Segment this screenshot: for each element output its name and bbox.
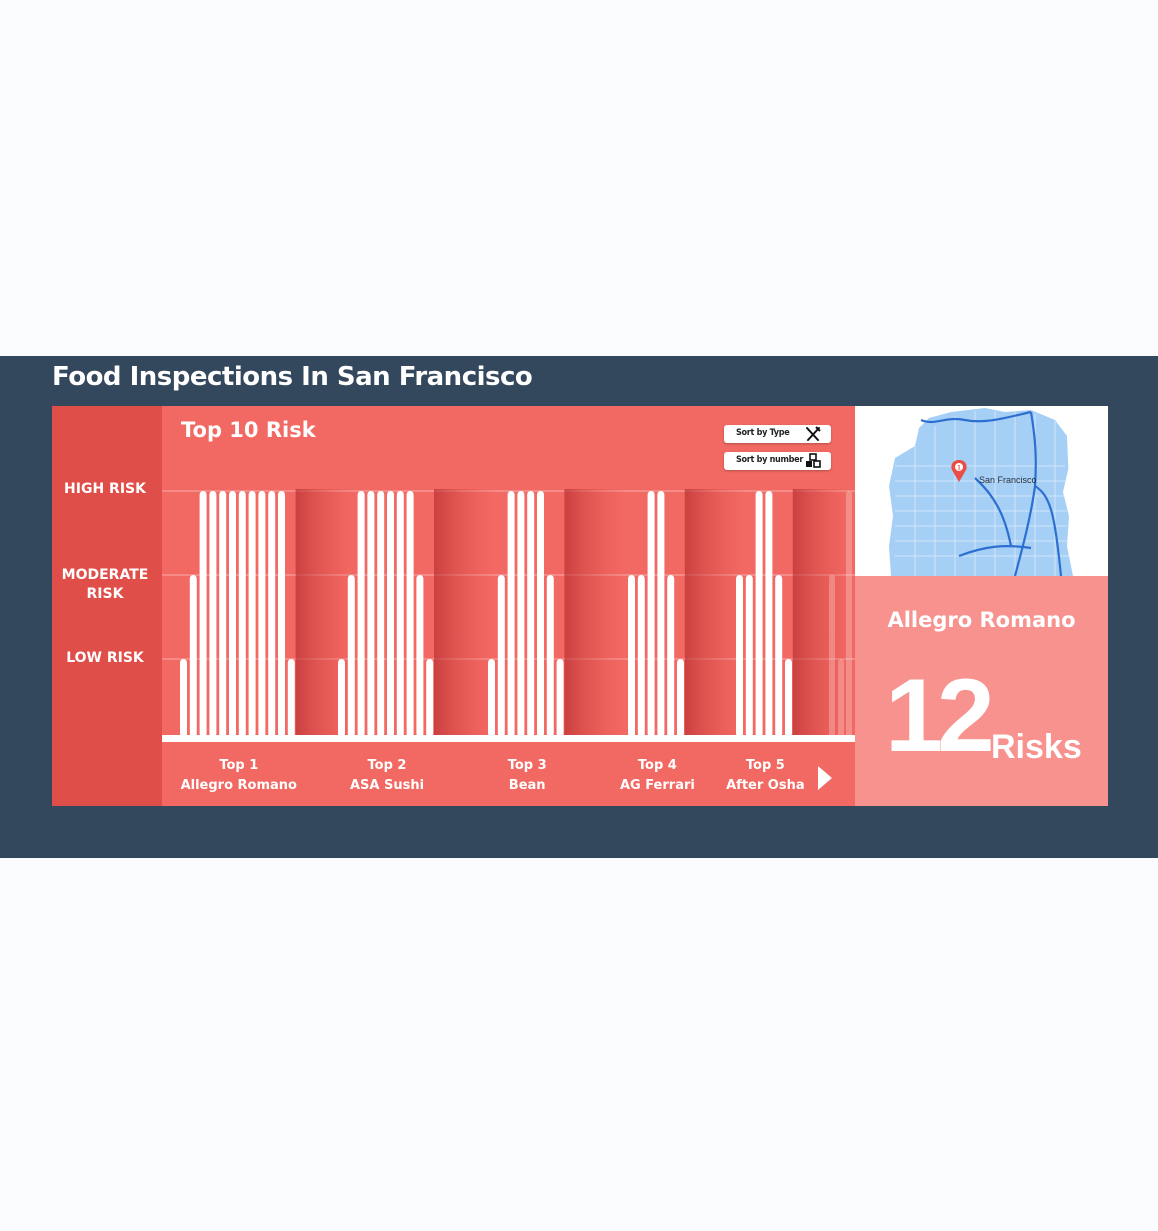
risk-bar[interactable]	[229, 491, 236, 737]
risk-bar[interactable]	[775, 575, 783, 737]
x-label-name: ASA Sushi	[349, 778, 425, 793]
risk-bar[interactable]	[287, 659, 295, 737]
risk-bar[interactable]	[248, 491, 256, 737]
risk-bar[interactable]	[416, 575, 424, 737]
axis-label-moderate: MODERATE RISK	[52, 566, 158, 604]
risk-bar[interactable]	[189, 575, 197, 737]
map-pin-icon[interactable]: 1	[951, 460, 967, 482]
risk-bar[interactable]	[517, 491, 525, 737]
x-label-rank: Top 3	[507, 758, 547, 773]
group-shadow	[792, 489, 855, 735]
x-label-rank: Top 1	[219, 758, 259, 773]
risk-bar[interactable]	[785, 659, 792, 737]
risk-bar[interactable]	[546, 575, 554, 737]
risk-bar[interactable]	[488, 659, 495, 737]
x-label-group[interactable]: Top 1 Allegro Romano	[164, 756, 314, 796]
map-pin-number: 1	[957, 466, 961, 472]
chart-baseline	[162, 735, 855, 742]
x-label-name: AG Ferrari	[619, 778, 695, 793]
risk-bar[interactable]	[258, 491, 266, 737]
x-label-group[interactable]: Top 5 After Osha	[690, 756, 840, 796]
x-label-rank: Top 5	[745, 758, 785, 773]
risk-bar[interactable]	[238, 491, 246, 737]
axis-label-moderate-line2: RISK	[86, 586, 124, 602]
axis-label-low: LOW RISK	[66, 650, 144, 666]
x-label-group[interactable]: Top 4 AG Ferrari	[582, 756, 732, 796]
map-city-label: San Francisco	[979, 475, 1037, 485]
sort-by-type-button[interactable]: Sort by Type	[724, 425, 831, 443]
group-shadow	[564, 489, 627, 735]
detail-restaurant-name: Allegro Romano	[887, 608, 1076, 632]
x-label-group[interactable]: Top 2 ASA Sushi	[312, 756, 462, 796]
risk-bar[interactable]	[677, 659, 684, 737]
x-label-group[interactable]: Top 3 Bean	[452, 756, 602, 796]
x-label-name: Bean	[508, 778, 546, 793]
risk-bar[interactable]	[377, 491, 385, 737]
risk-bar[interactable]	[367, 491, 375, 737]
risk-bar[interactable]	[755, 491, 763, 737]
preview-bar	[846, 491, 852, 737]
sort-by-number-button[interactable]: Sort by number	[724, 452, 831, 470]
risk-bar[interactable]	[647, 491, 655, 737]
preview-bar	[829, 575, 835, 737]
risk-bar[interactable]	[199, 491, 207, 737]
sort-by-type-label: Sort by Type	[736, 428, 790, 438]
risk-bar[interactable]	[278, 491, 285, 737]
axis-label-moderate-line1: MODERATE	[61, 567, 149, 583]
risk-bar[interactable]	[426, 659, 434, 737]
risk-bar[interactable]	[628, 575, 635, 737]
play-right-icon[interactable]	[814, 762, 836, 794]
risk-bar[interactable]	[556, 659, 564, 737]
risk-bar[interactable]	[387, 491, 394, 737]
x-label-name: After Osha	[726, 778, 805, 793]
risk-bar[interactable]	[406, 491, 414, 737]
risk-bar[interactable]	[338, 659, 345, 737]
map-bay-edge	[1067, 406, 1108, 576]
chart-title: Top 10 Risk	[181, 418, 316, 442]
risk-bar[interactable]	[219, 491, 227, 737]
risk-bar[interactable]	[497, 575, 505, 737]
detail-risk-unit: Risks	[991, 728, 1082, 766]
risk-bar[interactable]	[745, 575, 753, 737]
blocks-icon	[806, 453, 821, 468]
risk-bar[interactable]	[667, 575, 675, 737]
page-title: Food Inspections In San Francisco	[52, 362, 533, 392]
map-streets	[895, 411, 1069, 576]
risk-chart	[162, 489, 855, 742]
risk-bar[interactable]	[765, 491, 773, 737]
sort-by-number-label: Sort by number	[736, 455, 804, 465]
map-highways	[920, 410, 1063, 576]
risk-bar[interactable]	[507, 491, 515, 737]
risk-bar[interactable]	[637, 575, 645, 737]
dashboard-panel: HIGH RISK MODERATE RISK LOW RISK Top 10 …	[52, 406, 1108, 806]
risk-bar[interactable]	[736, 575, 743, 737]
risk-bar[interactable]	[209, 491, 217, 737]
x-label-rank: Top 2	[367, 758, 407, 773]
risk-bar[interactable]	[396, 491, 404, 737]
fork-knife-icon	[806, 426, 821, 441]
x-label-rank: Top 4	[637, 758, 677, 773]
location-map[interactable]: 1 San Francisco	[855, 406, 1108, 576]
axis-label-high: HIGH RISK	[64, 481, 146, 497]
risk-bar[interactable]	[657, 491, 665, 737]
risk-axis: HIGH RISK MODERATE RISK LOW RISK	[52, 406, 162, 806]
risk-bar[interactable]	[357, 491, 365, 737]
detail-card: Allegro Romano 12 Risks	[855, 576, 1108, 806]
risk-bar[interactable]	[180, 659, 187, 737]
group-shadow	[434, 489, 496, 735]
risk-bar[interactable]	[268, 491, 276, 737]
risk-bar[interactable]	[527, 491, 535, 737]
group-shadow	[295, 489, 358, 735]
preview-bar	[838, 659, 844, 737]
risk-bar[interactable]	[537, 491, 544, 737]
map-svg: 1 San Francisco	[855, 406, 1108, 576]
risk-bar[interactable]	[347, 575, 355, 737]
x-label-name: Allegro Romano	[180, 778, 297, 793]
detail-risk-count: 12	[885, 658, 995, 774]
